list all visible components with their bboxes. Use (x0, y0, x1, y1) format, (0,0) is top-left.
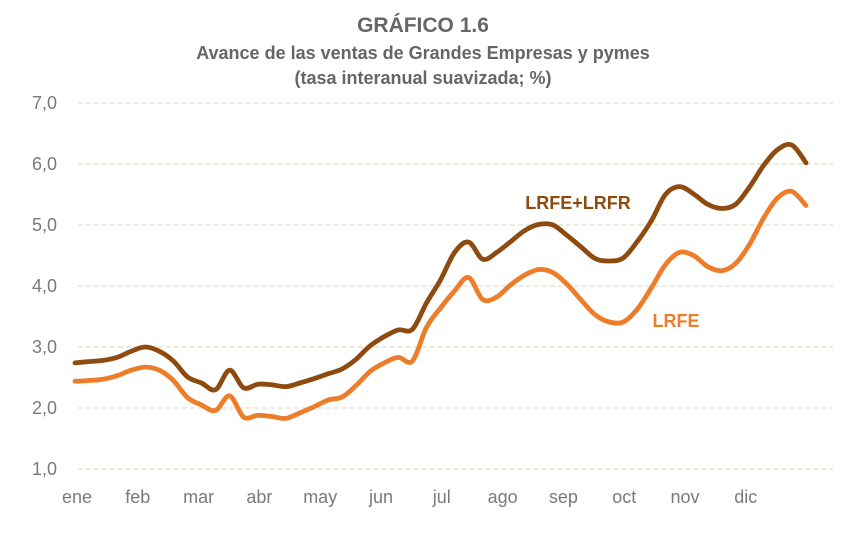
series-line-lrfe (72, 188, 809, 421)
y-tick-label: 4,0 (32, 276, 57, 296)
x-tick-label: mar (183, 487, 214, 507)
x-tick-label: oct (612, 487, 636, 507)
series-labels: LRFE+LRFR LRFE (525, 193, 699, 331)
series-label-lrfe: LRFE (653, 311, 700, 331)
chart-title: GRÁFICO 1.6 (357, 14, 489, 37)
y-tick-label: 1,0 (32, 459, 57, 479)
data-series (72, 141, 809, 421)
y-tick-label: 7,0 (32, 93, 57, 113)
x-tick-label: may (303, 487, 337, 507)
x-tick-label: jul (432, 487, 451, 507)
chart-subtitle-line2: (tasa interanual suavizada; %) (294, 68, 551, 88)
series-label-lrfe-lrfr: LRFE+LRFR (525, 193, 631, 213)
y-tick-label: 2,0 (32, 398, 57, 418)
y-tick-label: 5,0 (32, 215, 57, 235)
x-tick-label: feb (125, 487, 150, 507)
y-tick-label: 3,0 (32, 337, 57, 357)
x-tick-label: nov (670, 487, 699, 507)
x-axis-labels: ene feb mar abr may jun jul ago sep oct nov dic (62, 487, 757, 507)
x-tick-label: dic (734, 487, 757, 507)
x-tick-label: ene (62, 487, 92, 507)
x-tick-label: ago (488, 487, 518, 507)
chart-subtitle-line1: Avance de las ventas de Grandes Empresas… (196, 43, 650, 63)
x-tick-label: abr (246, 487, 272, 507)
y-axis-labels: 1,0 2,0 3,0 4,0 5,0 6,0 7,0 (32, 93, 57, 479)
x-tick-label: jun (368, 487, 393, 507)
series-line-lrfe-lrfr (72, 141, 809, 393)
x-tick-label: sep (549, 487, 578, 507)
y-tick-label: 6,0 (32, 154, 57, 174)
